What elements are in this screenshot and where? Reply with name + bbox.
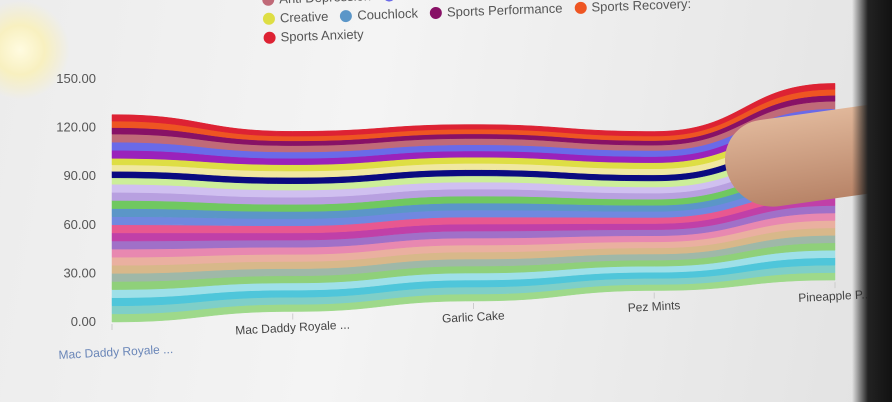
x-label: Mac Daddy Royale ... xyxy=(235,318,350,338)
x-label-highlighted: Mac Daddy Royale ... xyxy=(58,342,173,362)
y-tick-label: 0.00 xyxy=(71,314,96,329)
device-bezel xyxy=(852,0,892,402)
y-tick-label: 90.00 xyxy=(63,168,96,183)
y-tick-label: 150.00 xyxy=(56,71,96,86)
y-tick-label: 30.00 xyxy=(63,265,96,280)
area-series-sports-anxiety xyxy=(111,83,836,137)
y-tick-label: 60.00 xyxy=(63,217,96,232)
y-tick-label: 120.00 xyxy=(56,120,96,135)
x-label: Pez Mints xyxy=(627,298,680,315)
x-label: Garlic Cake xyxy=(442,308,506,325)
